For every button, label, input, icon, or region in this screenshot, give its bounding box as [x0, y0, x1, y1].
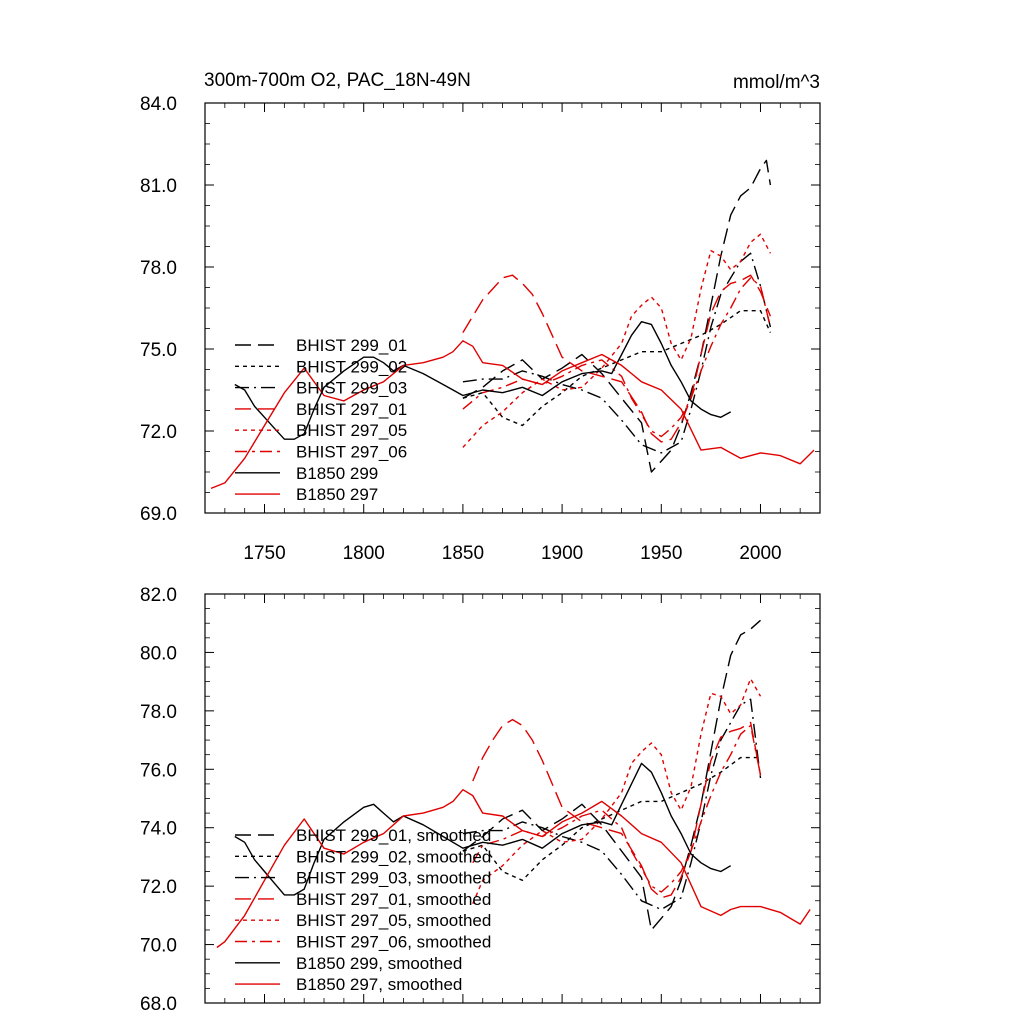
legend-label: BHIST 299_01 — [296, 336, 407, 355]
series-line-2 — [462, 756, 761, 881]
legend-label: BHIST 299_02 — [296, 357, 407, 376]
legend-label: BHIST 299_01, smoothed — [296, 826, 491, 845]
legend-label: B1850 297, smoothed — [296, 975, 462, 994]
series-line-6 — [462, 277, 772, 438]
units-label: mmol/m^3 — [733, 72, 820, 93]
y-tick-label: 75.0 — [140, 340, 177, 361]
legend-label: BHIST 297_05, smoothed — [296, 911, 491, 930]
series-line-3 — [462, 252, 772, 454]
y-tick-label: 69.0 — [140, 504, 177, 525]
y-tick-label: 72.0 — [140, 877, 177, 898]
legend-label: BHIST 297_01 — [296, 400, 407, 419]
series-line-7 — [234, 321, 732, 440]
y-tick-label: 76.0 — [140, 760, 177, 781]
series-line-4 — [462, 274, 772, 443]
legend-label: BHIST 299_02, smoothed — [296, 847, 491, 866]
bottom-axes: 68.0 70.0 72.0 74.0 76.0 78.0 80.0 82.0 — [140, 585, 821, 1015]
y-tick-label: 78.0 — [140, 702, 177, 723]
top-axes: 69.0 72.0 75.0 78.0 81.0 84.0 1750 1800 1850 1900… — [140, 94, 821, 564]
series-line-4 — [472, 718, 762, 899]
legend-label: BHIST 297_05 — [296, 421, 407, 440]
x-tick-label: 1850 — [442, 543, 484, 564]
legend-label: BHIST 297_01, smoothed — [296, 890, 491, 909]
series-line-1 — [462, 619, 761, 931]
x-tick-label: 2000 — [739, 543, 781, 564]
legend-label: B1850 299, smoothed — [296, 954, 462, 973]
legend-label: B1850 299 — [296, 464, 378, 483]
series-line-5 — [472, 678, 762, 904]
y-tick-label: 78.0 — [140, 258, 177, 279]
y-tick-label: 82.0 — [140, 585, 177, 606]
legend-label: B1850 297 — [296, 485, 378, 504]
legend-label: BHIST 299_03, smoothed — [296, 869, 491, 888]
series-line-7 — [234, 762, 732, 896]
series-line-6 — [472, 724, 762, 893]
series-line-3 — [462, 698, 762, 911]
legend-label: BHIST 299_03 — [296, 379, 407, 398]
y-tick-label: 72.0 — [140, 422, 177, 443]
bottom-panel: 68.0 70.0 72.0 74.0 76.0 78.0 80.0 82.0 BHIST 2… — [140, 585, 821, 1015]
top-legend: BHIST 299_01 BHIST 299_02 BHIST 299_03 BHIS… — [235, 336, 407, 504]
series-line-2 — [462, 310, 772, 427]
y-tick-label: 81.0 — [140, 176, 177, 197]
legend-label: BHIST 297_06 — [296, 443, 407, 462]
x-tick-label: 1950 — [640, 543, 682, 564]
top-series-lines — [210, 159, 815, 490]
series-line-8 — [210, 340, 815, 490]
bottom-legend: BHIST 299_01, smoothed BHIST 299_02, smoo… — [235, 826, 491, 994]
x-tick-label: 1800 — [343, 543, 385, 564]
top-panel: 300m-700m O2, PAC_18N-49N mmol/m^3 69.0 7… — [140, 70, 821, 564]
y-tick-label: 74.0 — [140, 819, 177, 840]
y-tick-label: 80.0 — [140, 643, 177, 664]
y-tick-label: 68.0 — [140, 994, 177, 1015]
x-tick-label: 1900 — [541, 543, 583, 564]
y-tick-label: 70.0 — [140, 936, 177, 957]
legend-label: BHIST 297_06, smoothed — [296, 933, 491, 952]
y-tick-label: 84.0 — [140, 94, 177, 115]
x-tick-label: 1750 — [243, 543, 285, 564]
bottom-series-lines — [216, 619, 811, 949]
series-line-1 — [462, 159, 772, 473]
chart-title: 300m-700m O2, PAC_18N-49N — [204, 70, 471, 91]
series-line-8 — [216, 789, 811, 949]
